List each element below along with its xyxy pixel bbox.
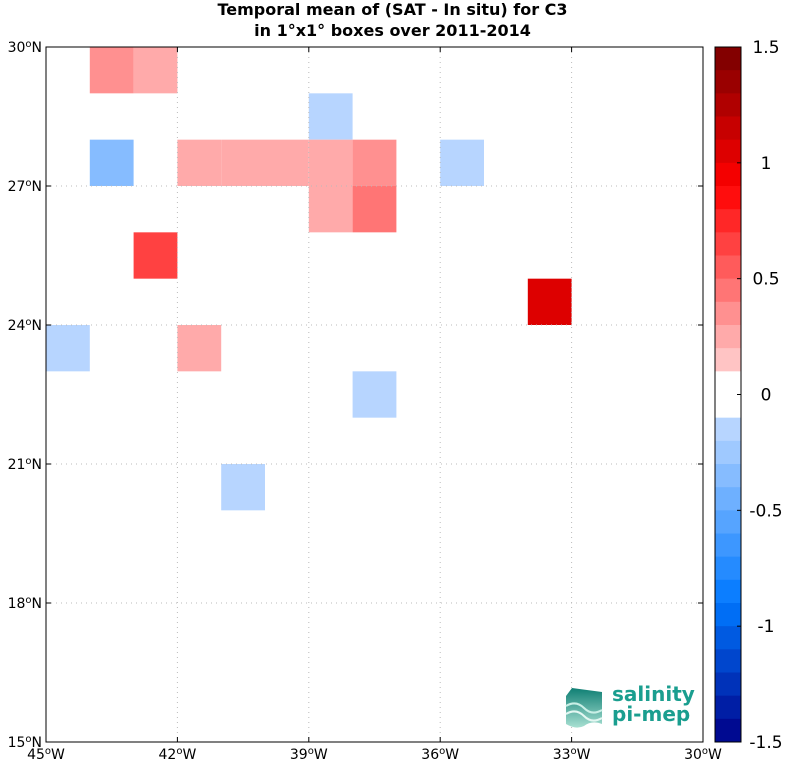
colorbar-segment xyxy=(715,579,741,604)
colorbar-tick-label: 0 xyxy=(761,386,772,406)
colorbar-segment xyxy=(715,162,741,187)
tick-label: 18oN xyxy=(8,595,42,612)
salinity-pimep-logo: salinity pi-mep xyxy=(562,684,702,732)
plot-frame xyxy=(45,46,704,743)
colorbar-segment xyxy=(715,440,741,465)
colorbar-segment xyxy=(715,672,741,697)
colorbar-segment xyxy=(715,371,741,395)
tick-label: 45oW xyxy=(27,746,65,763)
heatmap-cell xyxy=(352,186,397,233)
logo-text-salinity: salinity xyxy=(612,682,695,706)
colorbar-tick-label: -1 xyxy=(758,617,775,637)
colorbar-segment xyxy=(715,695,741,720)
colorbar-segment xyxy=(715,556,741,581)
heatmap-cell xyxy=(440,139,484,186)
heatmap-cell xyxy=(527,278,572,325)
colorbar-segment xyxy=(715,278,741,303)
colorbar-segment xyxy=(715,464,741,488)
colorbar-segment xyxy=(715,348,741,372)
tick-label: 21oN xyxy=(8,456,42,473)
colorbar-tick-label: -0.5 xyxy=(749,501,782,521)
colorbar: 1.5 1 0.5 0 -0.5 -1 -1.5 xyxy=(714,38,783,753)
heatmap-cell xyxy=(177,325,222,372)
heatmap-cell xyxy=(308,139,353,186)
chart-title-line1: Temporal mean of (SAT - In situ) for C3 xyxy=(217,0,568,19)
heatmap-cell xyxy=(308,186,353,233)
colorbar-segment xyxy=(715,718,741,743)
colorbar-segment xyxy=(715,70,741,94)
tick-label: 24oN xyxy=(8,317,42,334)
colorbar-segment xyxy=(715,139,741,164)
heatmap-cell xyxy=(133,47,178,94)
logo-text-pimep: pi-mep xyxy=(612,702,691,726)
colorbar-segment xyxy=(715,232,741,256)
heatmap-cell xyxy=(265,139,309,186)
colorbar-tick-label: -1.5 xyxy=(749,733,782,753)
tick-label: 30oW xyxy=(684,746,722,763)
heatmap-cell xyxy=(221,464,265,511)
heatmap-cells xyxy=(46,47,572,511)
colorbar-segment xyxy=(715,255,741,280)
colorbar-segment xyxy=(715,487,741,511)
colorbar-segment xyxy=(715,93,741,117)
colorbar-tick-label: 1 xyxy=(761,154,772,174)
heatmap-cell xyxy=(308,93,353,140)
heatmap-cell xyxy=(89,139,134,186)
heatmap-cell xyxy=(352,139,397,186)
colorbar-segment xyxy=(715,649,741,673)
heatmap-cell xyxy=(352,371,397,418)
tick-label: 36oW xyxy=(421,746,459,763)
colorbar-segment xyxy=(715,533,741,558)
heatmap-cell xyxy=(221,139,265,186)
tick-label: 33oW xyxy=(553,746,591,763)
colorbar-tick-label: 0.5 xyxy=(752,270,779,290)
colorbar-segment xyxy=(715,186,741,210)
tick-label: 39oW xyxy=(290,746,328,763)
colorbar-segment xyxy=(715,626,741,650)
heatmap-cell xyxy=(89,47,134,94)
tick-label: 30oN xyxy=(8,39,42,56)
wave-logo-icon xyxy=(565,688,603,728)
chart-title-line2: in 1°x1° boxes over 2011-2014 xyxy=(254,21,531,40)
tick-label: 15oN xyxy=(8,734,42,751)
tick-label: 42oW xyxy=(159,746,197,763)
colorbar-segment xyxy=(715,417,741,442)
colorbar-segment xyxy=(715,116,741,141)
heatmap-cell xyxy=(177,139,222,186)
tick-label: 27oN xyxy=(8,178,42,195)
colorbar-segment xyxy=(715,510,741,534)
x-axis-ticks: 45oW 42oW 39oW 36oW 33oW 30oW xyxy=(27,47,722,763)
colorbar-segment xyxy=(715,394,741,419)
colorbar-segment xyxy=(715,47,741,71)
colorbar-tick-label: 1.5 xyxy=(752,38,779,58)
colorbar-segment xyxy=(715,209,741,233)
colorbar-segment xyxy=(715,603,741,627)
y-axis-ticks: 15oN 18oN 21oN 24oN 27oN 30oN xyxy=(8,39,703,751)
heatmap-cell xyxy=(133,232,178,279)
heatmap-cell xyxy=(46,325,90,372)
colorbar-segment xyxy=(715,301,741,326)
colorbar-segment xyxy=(715,325,741,349)
